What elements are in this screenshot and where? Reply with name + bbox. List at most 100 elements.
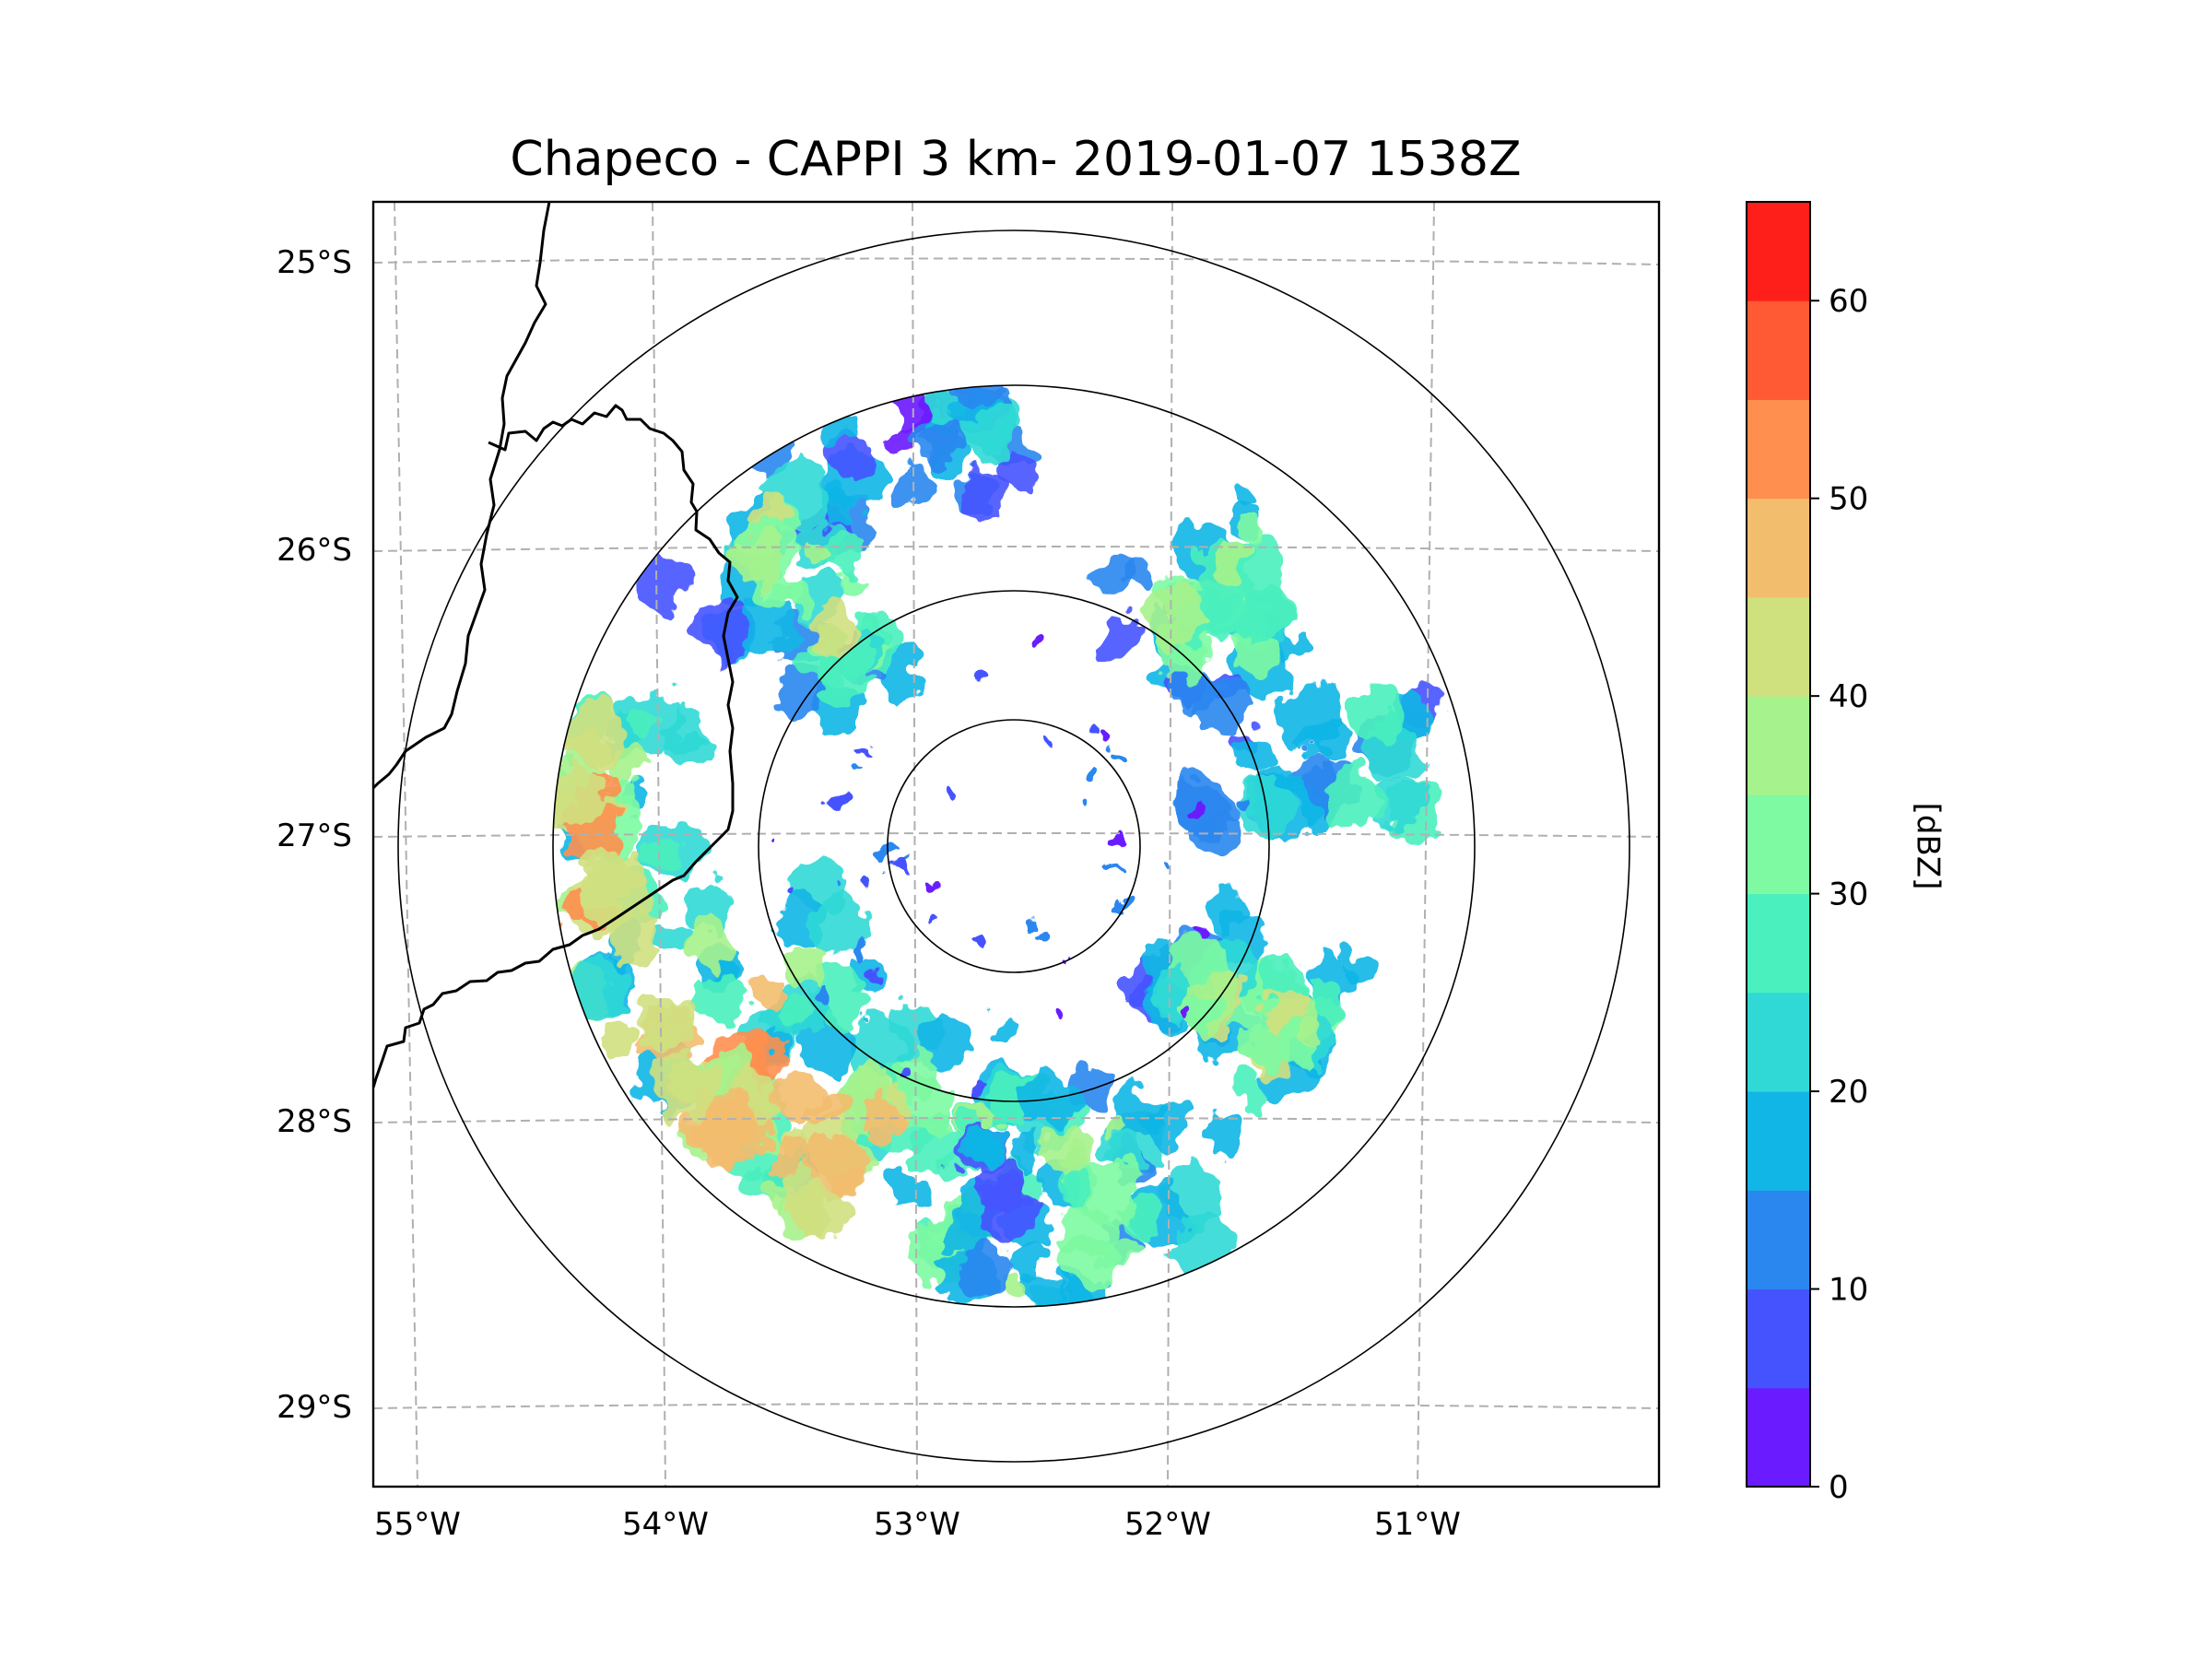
echo-cell (1095, 548, 1140, 593)
echo-cell (569, 844, 599, 875)
echo-speck (942, 789, 954, 801)
echo-cell (739, 595, 797, 653)
echo-cell (997, 451, 1036, 489)
range-ring-2 (758, 590, 1270, 1102)
lat-line-25 (373, 257, 1659, 265)
echo-cell (926, 417, 970, 460)
echo-cell (561, 702, 626, 767)
echo-cell (694, 972, 747, 1027)
echo-speck (1027, 921, 1041, 935)
echo-cell (750, 971, 786, 1007)
colorbar-tick-label: 30 (1829, 877, 1868, 913)
echo-cell (1212, 545, 1247, 580)
lon-label: 55°W (374, 1506, 461, 1543)
lon-label: 52°W (1124, 1506, 1211, 1543)
echo-speck (775, 840, 782, 846)
colorbar-bin (1747, 992, 1810, 1092)
echo-cell (627, 710, 657, 740)
echo-cell (1262, 954, 1304, 996)
echo-speck (1042, 741, 1051, 749)
echo-speck (1053, 1005, 1065, 1017)
echo-cell (645, 840, 680, 874)
echo-speck (868, 968, 878, 979)
echo-cell (779, 995, 809, 1027)
lon-line-51 (1417, 202, 1435, 1487)
colorbar-frame (1746, 201, 1811, 1488)
echo-cell (1261, 987, 1302, 1028)
echo-speck (856, 746, 865, 755)
echo-speck (972, 928, 990, 946)
echo-cell (806, 604, 856, 654)
echo-cell (680, 883, 733, 935)
echo-speck (876, 838, 892, 854)
range-ring-4 (397, 229, 1630, 1463)
echo-cell (835, 570, 867, 601)
echo-speck (1114, 862, 1123, 870)
range-ring-1 (887, 719, 1141, 973)
echo-cell (802, 535, 829, 563)
map-frame (371, 200, 1661, 1488)
echo-cell (686, 922, 735, 970)
echo-cell (1181, 991, 1219, 1029)
echo-cell (888, 1168, 925, 1205)
echo-cell (659, 991, 700, 1031)
echo-cell (558, 898, 585, 924)
echo-speck (836, 882, 843, 889)
chart-title: Chapeco - CAPPI 3 km- 2019-01-07 1538Z (510, 132, 1521, 187)
echo-cell (1295, 1017, 1323, 1044)
echo-cell (1368, 773, 1425, 830)
echo-cell (1347, 685, 1408, 746)
echo-cell (830, 435, 872, 476)
lon-line-55 (394, 202, 418, 1487)
echo-speck (1233, 788, 1248, 803)
lon-label: 51°W (1374, 1506, 1461, 1543)
echo-cell (1061, 1172, 1094, 1206)
lat-line-28 (373, 1117, 1659, 1124)
lon-label: 53°W (874, 1506, 960, 1543)
echo-cell (974, 1162, 1029, 1217)
lon-line-54 (652, 202, 666, 1487)
echo-cell (962, 470, 1013, 521)
echo-speck (817, 985, 833, 1002)
echo-cell (735, 1066, 777, 1109)
echo-speck (922, 924, 928, 930)
echo-cell (1241, 1025, 1285, 1069)
echo-cell (1104, 1112, 1132, 1139)
colorbar-bin (1747, 596, 1810, 697)
echo-cell (568, 956, 633, 1021)
range-rings (397, 229, 1630, 1463)
echo-cell (670, 726, 711, 766)
echo-speck (974, 674, 989, 688)
echo-cell (965, 1129, 1002, 1165)
echo-cell (1046, 1128, 1096, 1179)
lon-label: 54°W (622, 1506, 709, 1543)
echo-cell (1241, 735, 1275, 771)
lat-line-27 (373, 832, 1659, 838)
echo-cell (1008, 1135, 1041, 1169)
echo-cell (658, 921, 691, 955)
echo-speck (1120, 892, 1130, 902)
echo-cell (1200, 601, 1242, 643)
colorbar-bin (1747, 794, 1810, 895)
echo-cell (1142, 583, 1206, 647)
echo-cell (1232, 1075, 1268, 1112)
echo-speck (852, 767, 860, 775)
lon-line-52 (1167, 202, 1173, 1487)
echo-speck (830, 783, 847, 801)
echo-speck (1087, 731, 1103, 747)
colorbar-bin (1747, 893, 1810, 994)
colorbar-bin (1747, 1288, 1810, 1389)
echo-cell (797, 1182, 853, 1239)
country-border (373, 202, 551, 790)
echo-cell (650, 1054, 716, 1121)
echo-speck (786, 887, 796, 898)
colorbar-label: [dBZ] (1910, 803, 1947, 890)
echo-speck (1182, 1008, 1193, 1018)
lat-label: 28°S (276, 1103, 352, 1140)
colorbar-tick-label: 50 (1829, 481, 1868, 518)
echo-cell (773, 1072, 823, 1122)
echo-speck (1084, 806, 1094, 816)
colorbar-bin (1747, 696, 1810, 795)
echo-cell (822, 538, 860, 577)
